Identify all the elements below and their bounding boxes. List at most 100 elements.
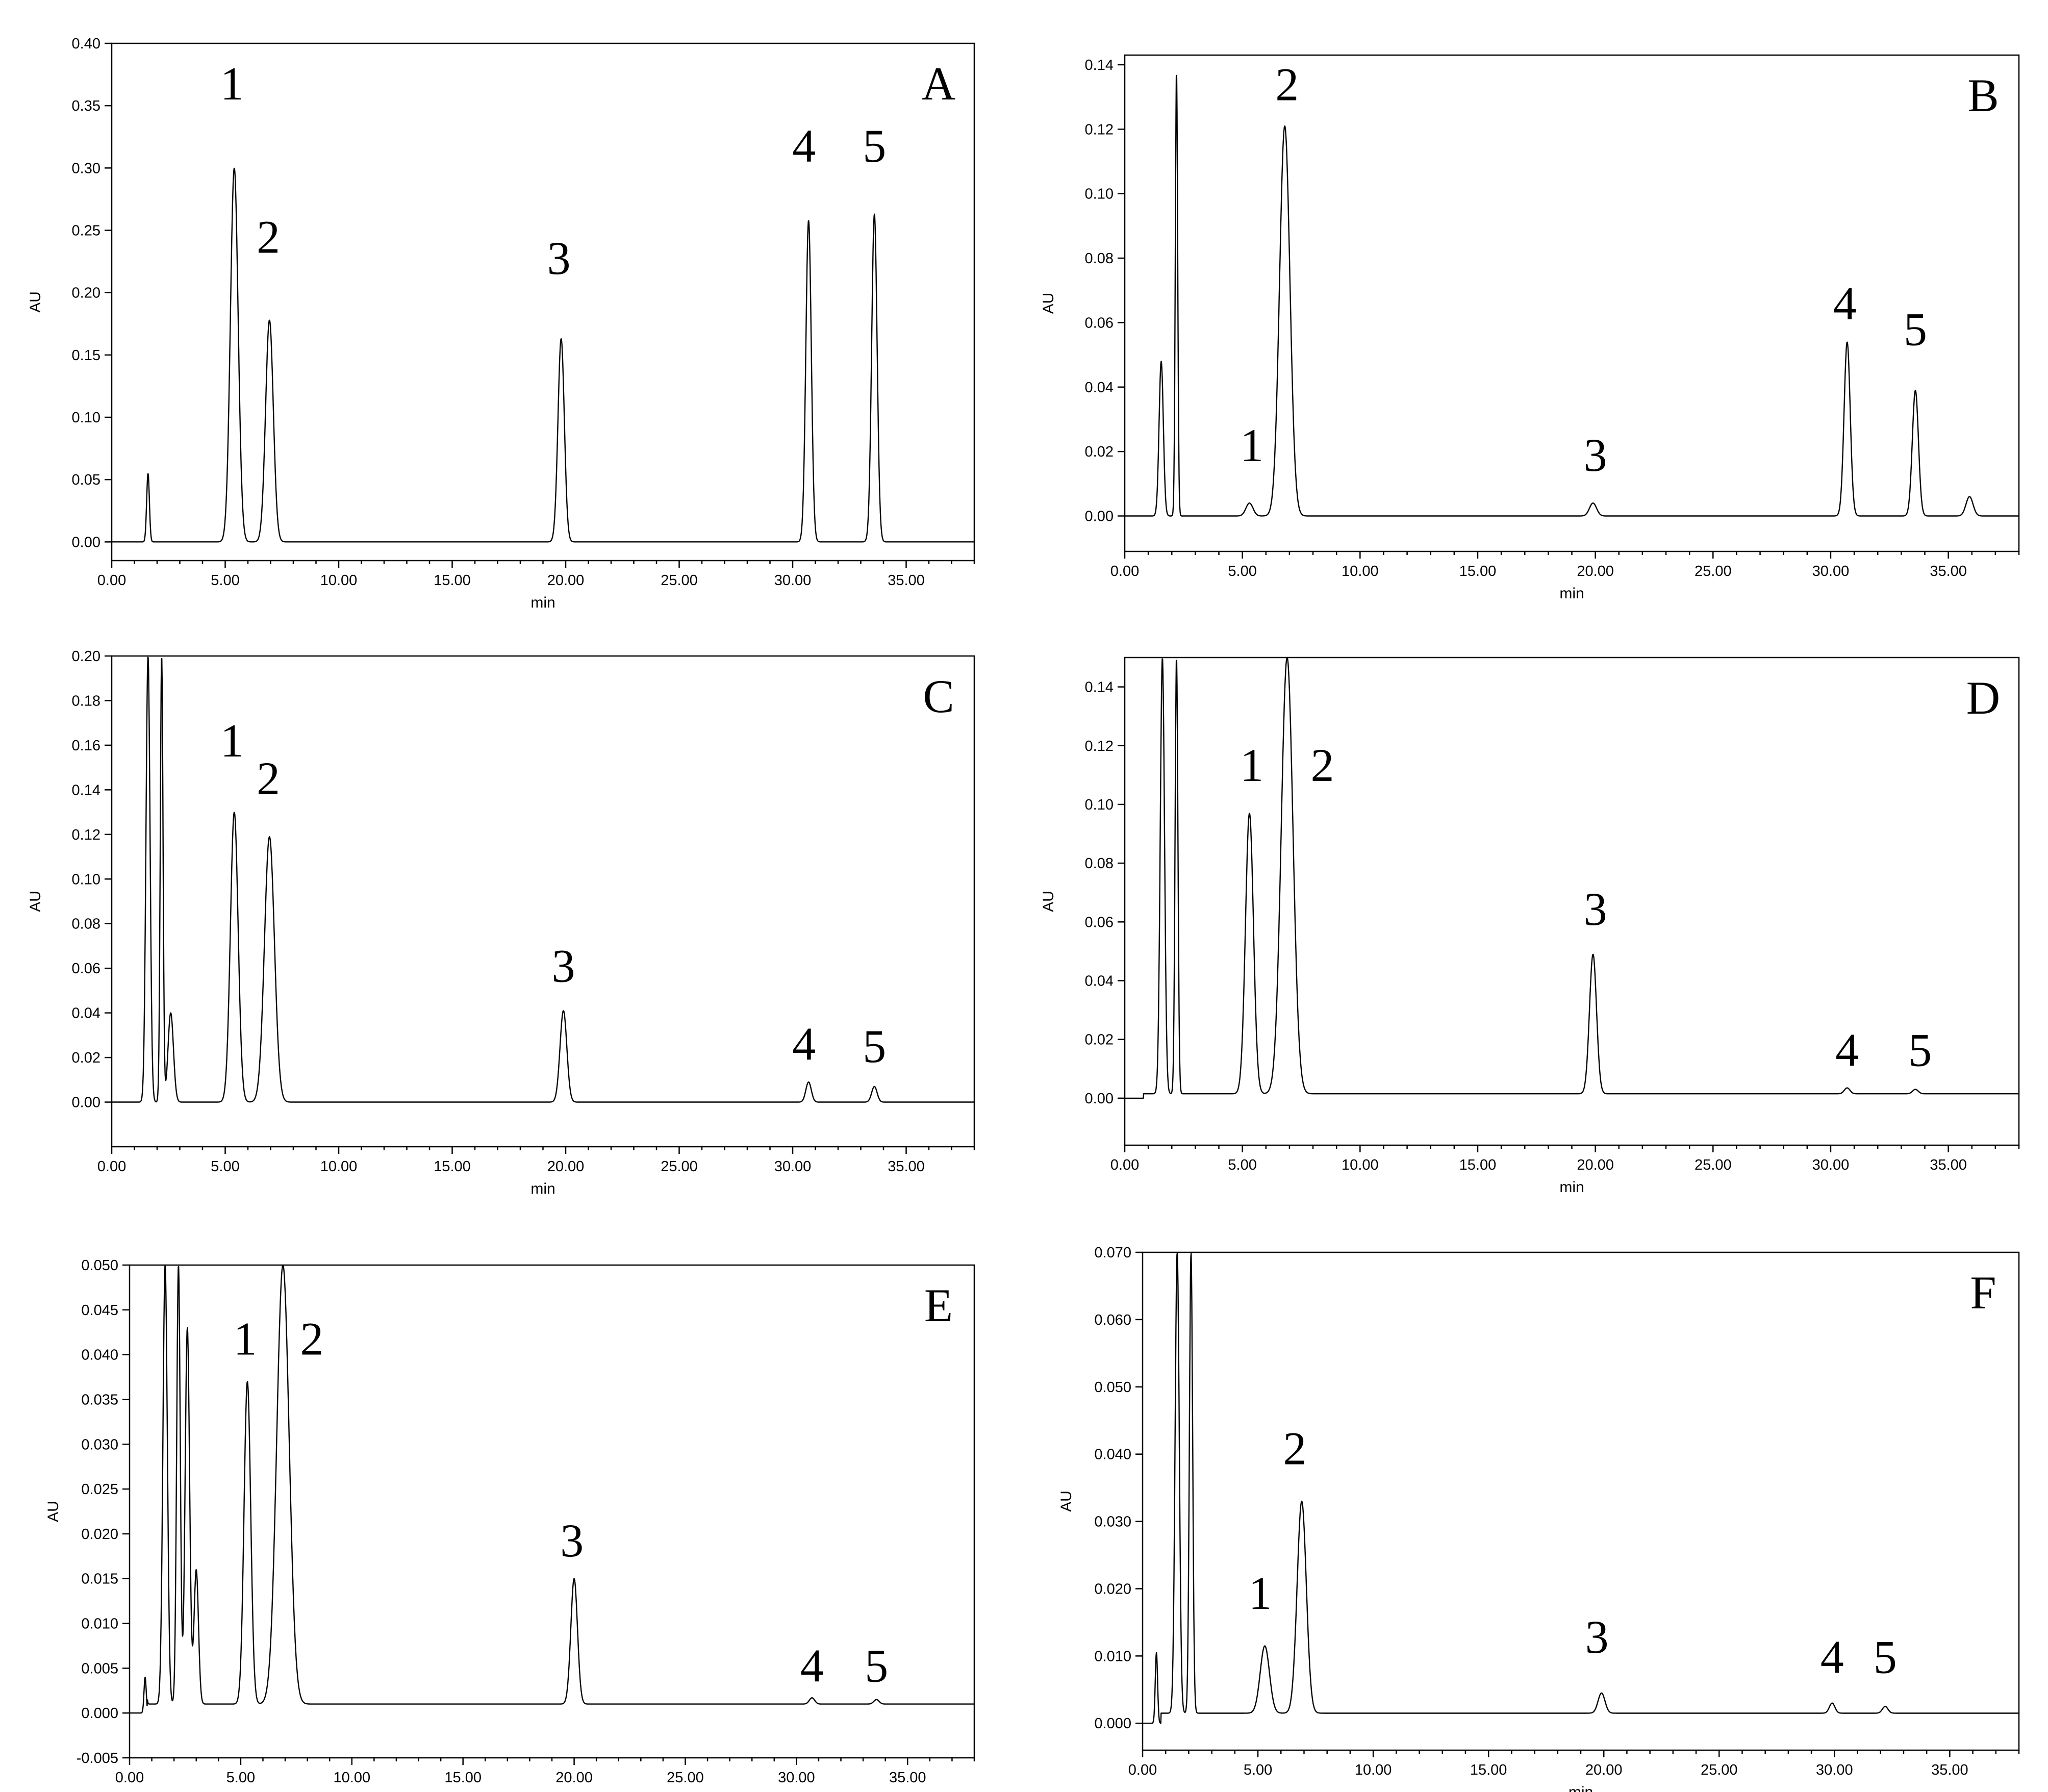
y-tick-label-e: 0.025 — [81, 1481, 118, 1498]
x-tick-label-b: 35.00 — [1930, 563, 1967, 579]
chart-panel-c: 0.00 5.00 10.00 15.00 20.00 25.00 30.00 35.000.… — [27, 648, 975, 1197]
x-tick-label-d: 5.00 — [1228, 1157, 1256, 1173]
x-tick-label-d: 0.00 — [1110, 1157, 1139, 1173]
chromatogram-trace-a — [112, 167, 974, 543]
x-tick-label-a: 20.00 — [547, 572, 585, 589]
peak-label-c-4: 4 — [792, 1018, 816, 1070]
chromatogram-trace-e — [130, 1265, 974, 1714]
y-tick-label-a: 0.00 — [72, 534, 100, 550]
x-tick-label-a: 30.00 — [774, 572, 812, 589]
y-tick-label-f: 0.070 — [1094, 1245, 1131, 1261]
y-axis-label-c: AU — [27, 891, 44, 912]
plot-frame-a — [111, 42, 975, 562]
x-tick-label-c: 25.00 — [661, 1158, 698, 1175]
peak-label-e-2: 2 — [300, 1313, 323, 1365]
x-tick-label-e: 25.00 — [667, 1770, 704, 1786]
y-tick-label-c: 0.16 — [72, 738, 100, 754]
x-tick-label-f: 15.00 — [1470, 1762, 1507, 1778]
panel-letter-e: E — [924, 1279, 953, 1331]
x-tick-label-e: 0.00 — [115, 1770, 144, 1786]
x-axis-label-f: min — [1569, 1784, 1593, 1792]
x-tick-label-b: 0.00 — [1110, 563, 1139, 579]
y-tick-label-e: 0.005 — [81, 1660, 118, 1677]
x-axis-label-a: min — [530, 594, 555, 611]
y-tick-label-b: 0.08 — [1085, 250, 1114, 267]
y-tick-label-e: 0.020 — [81, 1526, 118, 1543]
y-tick-label-a: 0.25 — [72, 223, 100, 239]
chart-panel-a: 0.00 5.00 10.00 15.00 20.00 25.00 30.00 35.000.… — [27, 36, 975, 611]
x-tick-label-d: 15.00 — [1459, 1157, 1497, 1173]
x-tick-label-d: 35.00 — [1930, 1157, 1967, 1173]
y-tick-label-a: 0.05 — [72, 472, 100, 488]
y-axis-label-e: AU — [45, 1501, 62, 1522]
y-tick-label-a: 0.10 — [72, 410, 100, 426]
chart-panel-b: 0.00 5.00 10.00 15.00 20.00 25.00 30.00 35.000.… — [1040, 54, 2020, 602]
peak-label-a-2: 2 — [257, 211, 280, 263]
peak-label-c-2: 2 — [257, 752, 280, 804]
x-tick-label-a: 25.00 — [661, 572, 698, 589]
y-tick-label-c: 0.10 — [72, 871, 100, 888]
x-tick-label-c: 10.00 — [320, 1158, 358, 1175]
peak-label-a-3: 3 — [547, 232, 571, 284]
x-tick-label-b: 25.00 — [1695, 563, 1732, 579]
x-tick-label-e: 15.00 — [444, 1770, 482, 1786]
x-tick-label-d: 30.00 — [1812, 1157, 1850, 1173]
x-tick-label-f: 5.00 — [1244, 1762, 1272, 1778]
x-tick-label-f: 0.00 — [1128, 1762, 1157, 1778]
x-tick-label-e: 35.00 — [889, 1770, 926, 1786]
x-tick-label-c: 35.00 — [888, 1158, 925, 1175]
chart-panel-e: 0.00 5.00 10.00 15.00 20.00 25.00 30.00 35.00 -0… — [45, 1257, 975, 1792]
y-tick-label-b: 0.12 — [1085, 121, 1114, 138]
y-tick-label-d: 0.10 — [1085, 797, 1114, 813]
y-tick-label-a: 0.40 — [72, 36, 100, 52]
y-tick-label-c: 0.12 — [72, 827, 100, 843]
y-tick-label-b: 0.06 — [1085, 315, 1114, 331]
x-tick-label-c: 20.00 — [547, 1158, 585, 1175]
peak-label-e-3: 3 — [560, 1515, 584, 1567]
y-axis-label-a: AU — [27, 291, 44, 313]
y-tick-label-f: 0.000 — [1094, 1715, 1131, 1732]
y-tick-label-c: 0.02 — [72, 1050, 100, 1066]
peak-label-d-4: 4 — [1835, 1024, 1859, 1076]
peak-label-b-2: 2 — [1275, 58, 1299, 110]
panel-letter-f: F — [1970, 1267, 1996, 1319]
peak-label-d-2: 2 — [1311, 739, 1334, 791]
chart-panel-f: 0.00 5.00 10.00 15.00 20.00 25.00 30.00 35.00 0.… — [1058, 1245, 2020, 1792]
x-tick-label-a: 35.00 — [888, 572, 925, 589]
peak-label-a-4: 4 — [792, 120, 816, 172]
y-tick-label-d: 0.14 — [1085, 679, 1114, 696]
x-tick-label-d: 25.00 — [1695, 1157, 1732, 1173]
x-tick-label-e: 20.00 — [555, 1770, 593, 1786]
peak-label-b-1: 1 — [1240, 419, 1263, 471]
peak-label-d-3: 3 — [1584, 883, 1607, 935]
peak-label-c-1: 1 — [220, 715, 244, 767]
peak-label-f-5: 5 — [1874, 1631, 1897, 1683]
y-tick-label-e: 0.015 — [81, 1571, 118, 1587]
peak-label-f-4: 4 — [1821, 1631, 1844, 1683]
y-tick-label-f: 0.020 — [1094, 1581, 1131, 1597]
y-tick-label-c: 0.06 — [72, 961, 100, 977]
y-tick-label-c: 0.20 — [72, 648, 100, 665]
y-tick-label-e: 0.045 — [81, 1302, 118, 1319]
y-tick-label-f: 0.050 — [1094, 1379, 1131, 1396]
y-tick-label-e: 0.050 — [81, 1257, 118, 1274]
x-tick-label-d: 10.00 — [1342, 1157, 1379, 1173]
y-tick-label-b: 0.00 — [1085, 509, 1114, 525]
x-tick-label-a: 0.00 — [97, 572, 126, 589]
x-tick-label-e: 10.00 — [334, 1770, 371, 1786]
x-axis-label-d: min — [1559, 1179, 1584, 1196]
x-tick-label-b: 5.00 — [1228, 563, 1256, 579]
x-tick-label-a: 10.00 — [320, 572, 358, 589]
peak-label-a-5: 5 — [863, 120, 886, 172]
y-tick-label-e: 0.040 — [81, 1347, 118, 1364]
peak-label-a-1: 1 — [220, 58, 244, 110]
y-tick-label-f: 0.030 — [1094, 1514, 1131, 1530]
y-tick-label-b: 0.10 — [1085, 186, 1114, 203]
y-tick-label-d: 0.06 — [1085, 914, 1114, 930]
chart-panel-d: 0.00 5.00 10.00 15.00 20.00 25.00 30.00 35.000.… — [1040, 657, 2020, 1196]
x-tick-label-c: 5.00 — [211, 1158, 239, 1175]
x-tick-label-c: 0.00 — [97, 1158, 126, 1175]
y-tick-label-e: 0.035 — [81, 1392, 118, 1408]
chromatogram-trace-b — [1125, 74, 2019, 517]
y-tick-label-b: 0.14 — [1085, 57, 1114, 73]
